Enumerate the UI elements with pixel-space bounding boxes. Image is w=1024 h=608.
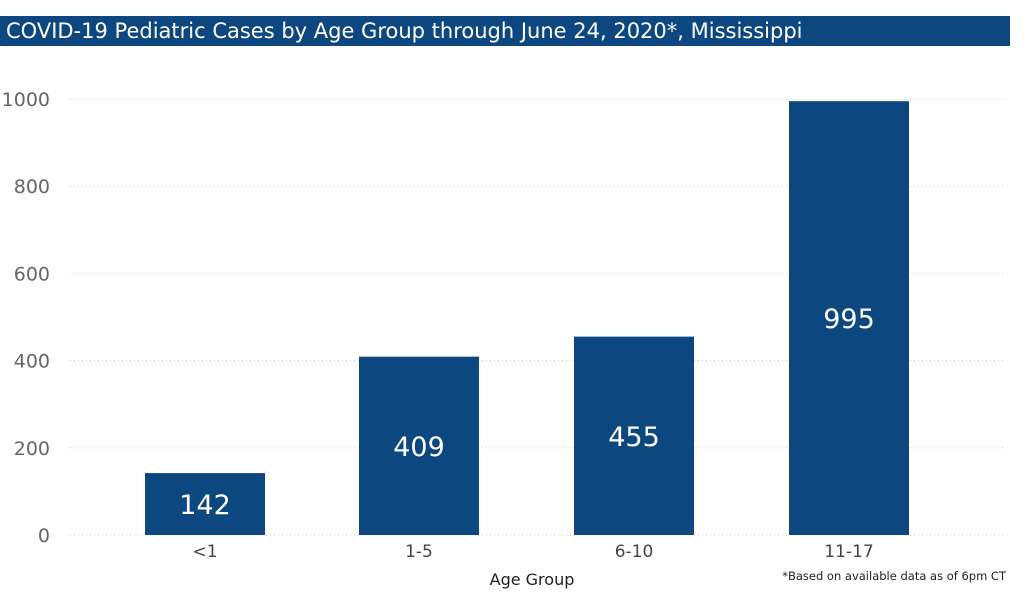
x-axis-title: Age Group [490, 570, 575, 589]
bar-6-10 [574, 336, 694, 535]
bar-11-17 [789, 101, 909, 536]
data-label-1-5: 409 [393, 432, 445, 463]
bar-1-5 [359, 356, 479, 535]
bar-<1 [145, 473, 265, 535]
chart-title: COVID-19 Pediatric Cases by Age Group th… [6, 19, 803, 43]
data-label-11-17: 995 [823, 304, 875, 335]
y-tick-label-200: 200 [14, 438, 50, 460]
y-tick-label-0: 0 [38, 525, 50, 547]
y-tick-label-1000: 1000 [2, 89, 50, 111]
x-tick-label-6-10: 6-10 [615, 542, 654, 562]
x-tick-label-11-17: 11-17 [824, 542, 873, 562]
y-tick-label-600: 600 [14, 263, 50, 285]
title-bar: COVID-19 Pediatric Cases by Age Group th… [0, 16, 1010, 46]
x-tick-label-1-5: 1-5 [405, 542, 433, 562]
data-label-<1: 142 [179, 490, 231, 521]
y-tick-label-400: 400 [14, 351, 50, 373]
x-tick-label-<1: <1 [192, 542, 217, 562]
y-tick-label-800: 800 [14, 176, 50, 198]
data-label-6-10: 455 [608, 422, 660, 453]
footnote: *Based on available data as of 6pm CT [782, 569, 1006, 583]
